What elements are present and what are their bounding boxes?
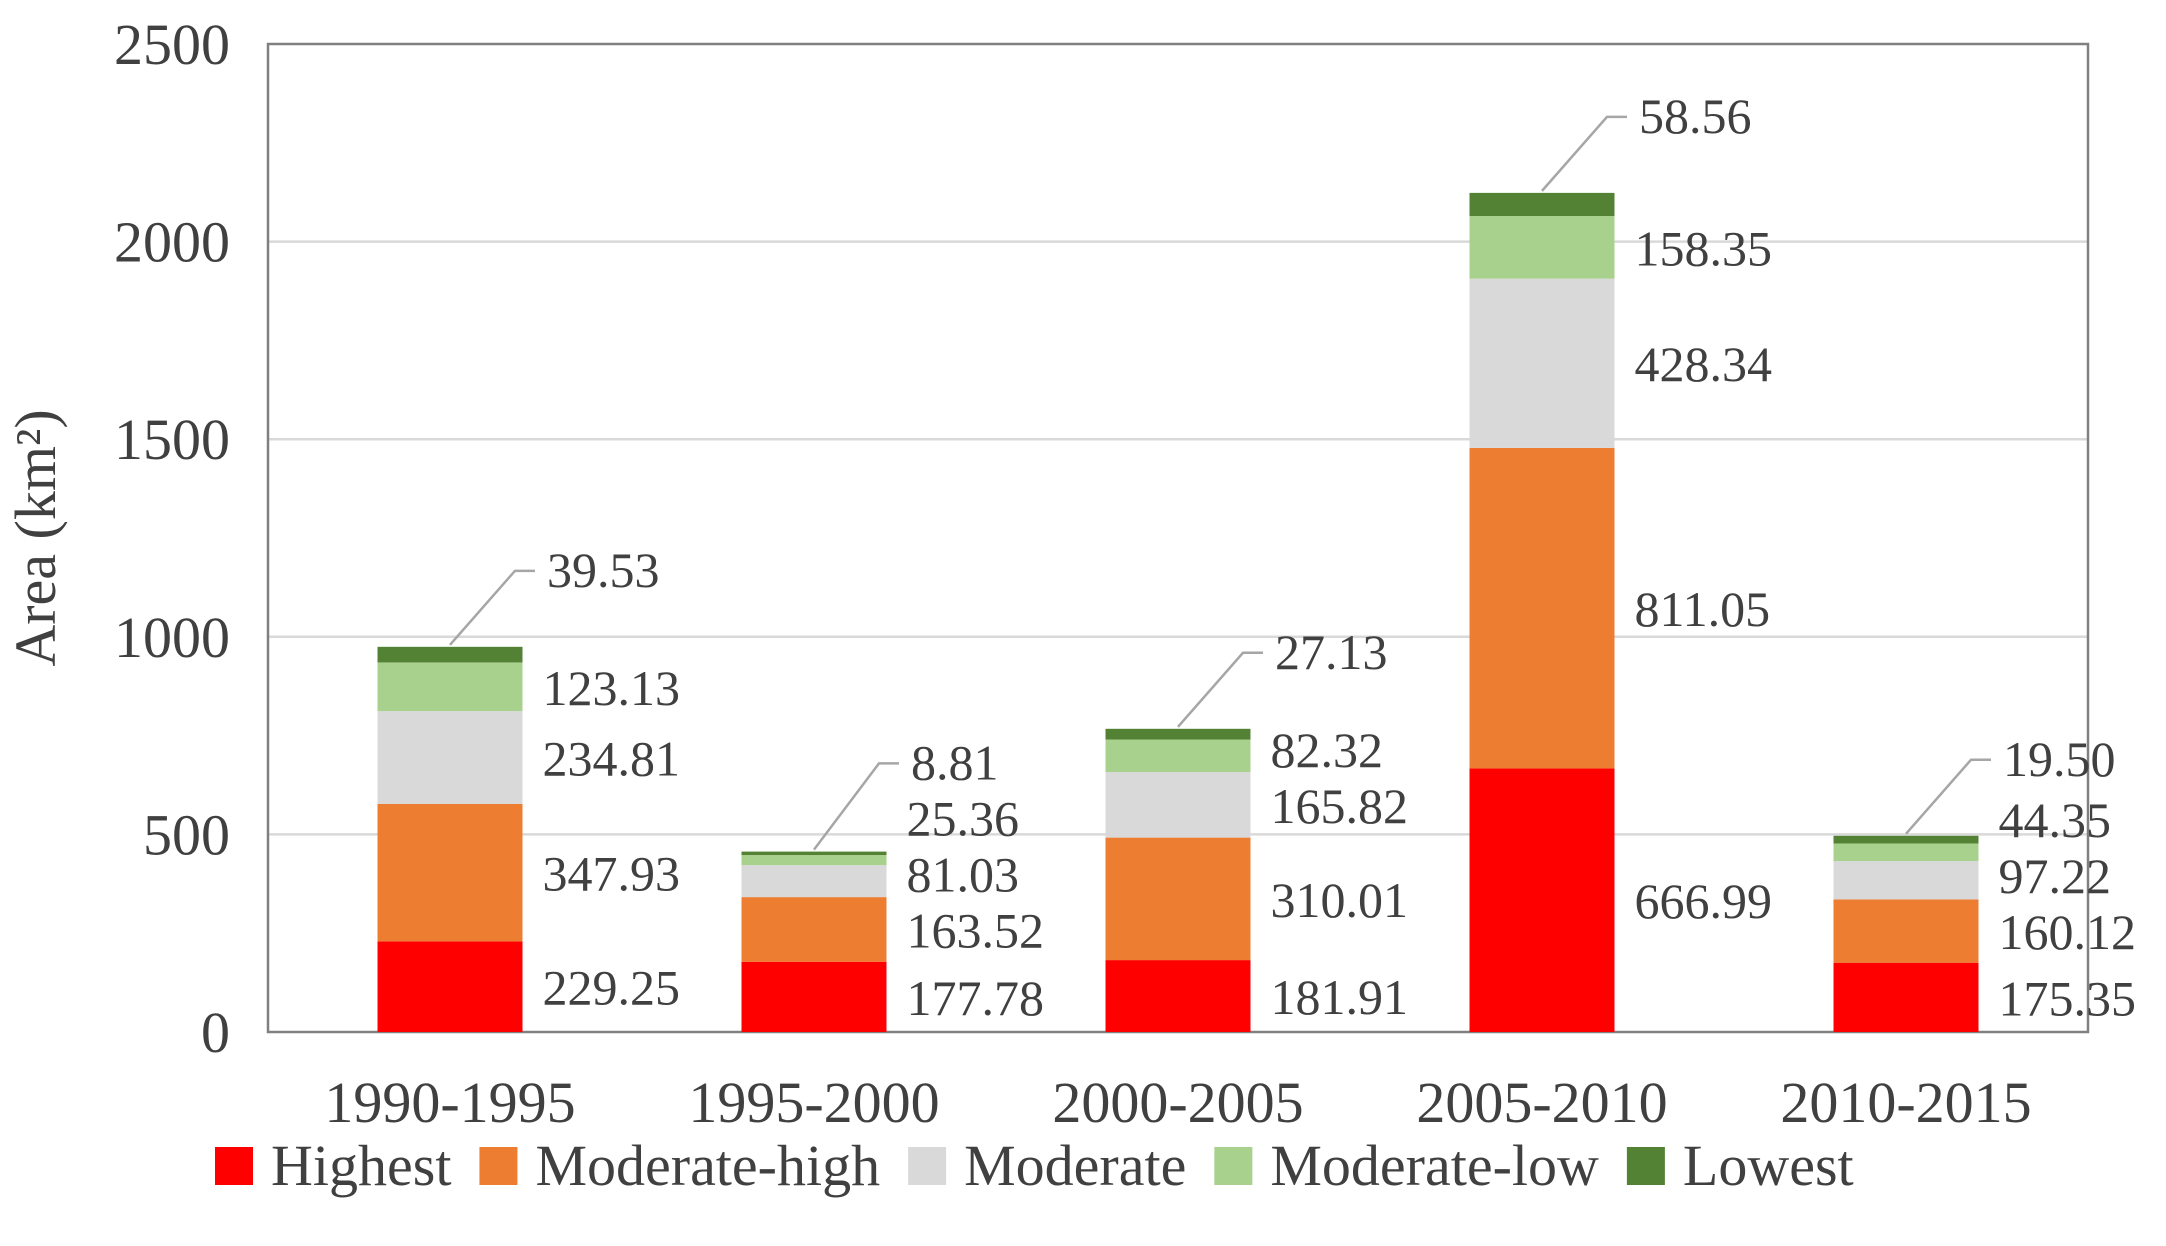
bar-segment-lowest (377, 646, 523, 663)
data-label: 81.03 (907, 846, 1020, 902)
bar-segment-lowest (1833, 835, 1979, 844)
data-label: 165.82 (1271, 778, 1409, 834)
data-label: 27.13 (1275, 624, 1388, 680)
data-label: 347.93 (543, 846, 681, 902)
data-label: 428.34 (1635, 336, 1773, 392)
data-label: 229.25 (543, 960, 681, 1016)
bar-segment-moderate-low (1105, 739, 1251, 773)
y-tick-label: 500 (143, 802, 230, 867)
bar-segment-moderate-high (1833, 899, 1979, 963)
legend-label: Highest (271, 1133, 451, 1198)
bar-segment-highest (377, 941, 523, 1032)
legend-swatch (1214, 1147, 1253, 1185)
data-label: 39.53 (547, 542, 660, 598)
bar-segment-highest (1833, 962, 1979, 1032)
bar-segment-moderate-high (741, 897, 887, 962)
data-label: 666.99 (1635, 873, 1773, 929)
bar-segment-lowest (1469, 192, 1615, 217)
y-tick-label: 1500 (114, 407, 230, 472)
bar-segment-lowest (1105, 728, 1251, 740)
y-tick-label: 1000 (114, 605, 230, 670)
x-tick-label: 1990-1995 (324, 1070, 575, 1135)
data-label: 82.32 (1271, 722, 1384, 778)
bar-segment-moderate (377, 711, 523, 804)
data-label: 177.78 (907, 970, 1045, 1026)
legend-swatch (215, 1147, 253, 1185)
legend-label: Moderate-low (1270, 1133, 1599, 1198)
data-label: 234.81 (543, 731, 681, 787)
x-tick-label: 2005-2010 (1416, 1070, 1667, 1135)
x-tick-label: 2000-2005 (1052, 1070, 1303, 1135)
legend-swatch (1626, 1147, 1665, 1185)
x-tick-label: 1995-2000 (688, 1070, 939, 1135)
bar-segment-moderate-low (1833, 843, 1979, 862)
legend-label: Lowest (1683, 1133, 1854, 1198)
y-tick-label: 2500 (114, 12, 230, 77)
data-label: 19.50 (2003, 731, 2116, 787)
data-label: 175.35 (1999, 970, 2137, 1026)
data-label: 44.35 (1999, 792, 2112, 848)
legend-swatch (479, 1147, 518, 1185)
y-tick-label: 2000 (114, 210, 230, 275)
data-label: 158.35 (1635, 220, 1773, 276)
bar-segment-highest (741, 961, 887, 1032)
data-label: 811.05 (1635, 581, 1771, 637)
bar-segment-moderate-low (741, 855, 887, 866)
legend-label: Moderate (964, 1133, 1186, 1198)
y-axis-title: Area (km²) (3, 409, 68, 666)
leader-line (1177, 651, 1263, 728)
bar-segment-moderate-high (1105, 837, 1251, 961)
y-tick-label: 0 (201, 1000, 230, 1065)
data-label: 8.81 (911, 734, 999, 790)
bar-segment-moderate-high (1469, 447, 1615, 769)
leader-line (813, 762, 899, 851)
data-label: 160.12 (1999, 904, 2137, 960)
data-label: 58.56 (1639, 88, 1752, 144)
leader-line (1541, 115, 1627, 192)
x-tick-label: 2010-2015 (1780, 1070, 2031, 1135)
leader-line (449, 569, 535, 646)
bar-segment-moderate (1105, 772, 1251, 838)
data-label: 310.01 (1271, 872, 1409, 928)
bar-segment-lowest (741, 851, 887, 856)
data-label: 163.52 (907, 902, 1045, 958)
bar-segment-highest (1105, 960, 1251, 1032)
bar-segment-moderate-low (377, 662, 523, 712)
legend-swatch (908, 1147, 947, 1185)
data-label: 181.91 (1271, 969, 1409, 1025)
data-label: 123.13 (543, 660, 681, 716)
data-label: 25.36 (907, 790, 1020, 846)
bar-segment-moderate (1833, 861, 1979, 900)
bar-segment-moderate-low (1469, 216, 1615, 279)
legend-label: Moderate-high (535, 1133, 880, 1198)
bar-segment-moderate-high (377, 803, 523, 942)
leader-line (1905, 758, 1991, 835)
bar-segment-highest (1469, 768, 1615, 1032)
bar-segment-moderate (741, 865, 887, 898)
bar-segment-moderate (1469, 278, 1615, 448)
data-label: 97.22 (1999, 848, 2112, 904)
